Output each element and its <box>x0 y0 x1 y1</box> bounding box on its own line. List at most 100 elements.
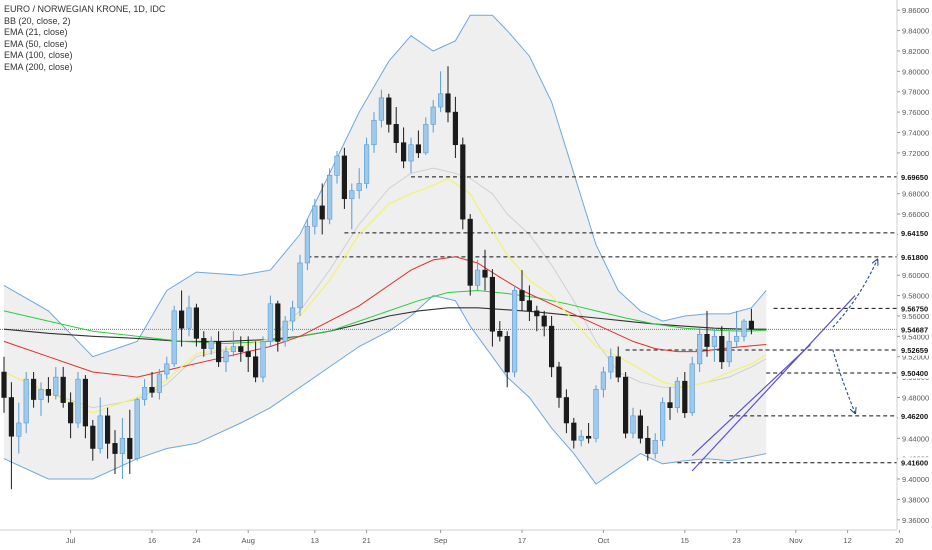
candle-body <box>541 315 547 327</box>
ytick-label: 9.36000 <box>902 516 929 525</box>
ytick-label: 9.74000 <box>902 129 929 138</box>
candle-body <box>504 336 510 373</box>
candle-body <box>615 356 621 378</box>
xtick-label: 21 <box>362 536 370 545</box>
candle-body <box>275 303 281 342</box>
candle-body <box>105 415 111 444</box>
candle-body <box>482 269 488 278</box>
level-label-5: 9.50400 <box>901 369 928 378</box>
time-axis-bg <box>0 530 897 550</box>
candle-body <box>408 144 414 162</box>
level-label-4-box <box>898 344 931 356</box>
candle-body <box>452 111 459 146</box>
candle-body <box>674 380 680 408</box>
candle-body <box>112 443 118 454</box>
candle-body <box>667 402 673 408</box>
level-label-5-box <box>898 367 931 379</box>
candle-body <box>334 155 340 176</box>
xtick-label: Nov <box>789 536 803 545</box>
ytick-label: 9.60000 <box>902 271 929 280</box>
candle-body <box>193 307 200 339</box>
candle-body <box>415 144 422 154</box>
chart-legend: EURO / NORWEGIAN KRONE, 1D, IDC BB (20, … <box>4 4 165 74</box>
ytick-label: 9.40000 <box>902 475 929 484</box>
bollinger-fill <box>4 15 767 485</box>
candle-body <box>548 325 555 368</box>
drawings <box>691 260 877 472</box>
candle-body <box>423 124 429 154</box>
candle-body <box>90 425 96 449</box>
candle-body <box>326 175 333 220</box>
candle-body <box>53 376 59 396</box>
ytick-label: 9.80000 <box>902 67 929 76</box>
level-label-2: 9.61800 <box>901 253 928 262</box>
ytick-label: 9.76000 <box>902 108 929 117</box>
time-axis: Jul1624Aug1321Sep17Oct1523Nov122028 <box>0 529 904 550</box>
candle-body <box>748 320 754 330</box>
candle-body <box>741 320 747 337</box>
ytick-label: 9.68000 <box>902 190 929 199</box>
legend-ema200: EMA (200, close) <box>4 61 73 72</box>
candle-body <box>593 389 599 439</box>
candle-body <box>216 341 222 363</box>
legend-title: EURO / NORWEGIAN KRONE, 1D, IDC <box>4 4 166 14</box>
candle-body <box>60 376 66 403</box>
level-label-0-box <box>898 171 931 183</box>
candle-body <box>585 435 592 439</box>
candle-body <box>622 376 629 434</box>
candle-body <box>378 97 385 121</box>
candle-body <box>682 380 688 414</box>
candle-body <box>82 378 88 427</box>
candle-body <box>659 402 666 441</box>
xtick-label: Aug <box>242 536 255 545</box>
candle-body <box>696 334 703 365</box>
candle-body <box>289 307 296 322</box>
xtick-label: 12 <box>843 536 851 545</box>
level-label-0: 9.69650 <box>901 173 928 182</box>
candle-body <box>75 378 81 424</box>
candle-body <box>497 330 503 337</box>
level-label-7-box <box>898 457 931 469</box>
candle-body <box>127 437 133 459</box>
candle-body <box>171 310 177 365</box>
candle-body <box>711 336 717 347</box>
candle-body <box>371 119 377 146</box>
xtick-label: 20 <box>895 536 903 545</box>
candle-body <box>201 338 207 349</box>
ytick-label: 9.44000 <box>902 434 929 443</box>
candle-body <box>142 387 148 400</box>
bollinger-band <box>3 14 767 485</box>
current-price-label-box <box>898 323 931 335</box>
candle-body <box>186 307 192 329</box>
candle-body <box>652 440 658 454</box>
ema50-line <box>3 256 767 378</box>
candle-body <box>208 341 214 349</box>
candle-body <box>38 389 44 400</box>
xtick-label: 16 <box>148 536 156 545</box>
ytick-label: 9.52000 <box>902 353 929 362</box>
level-label-4: 9.52659 <box>901 346 928 355</box>
trendline-0 <box>691 295 856 472</box>
legend-bb: BB (20, close, 2) <box>4 15 71 26</box>
candle-body <box>489 276 496 332</box>
candle-body <box>733 336 740 342</box>
candle-body <box>534 310 540 317</box>
projection-arrow-up <box>832 260 877 328</box>
candle-body <box>474 269 481 286</box>
candle-body <box>645 437 651 454</box>
ytick-label: 9.84000 <box>902 27 929 36</box>
candle-body <box>430 106 436 125</box>
xtick-label: 13 <box>311 536 319 545</box>
candle-body <box>267 303 274 342</box>
candle-body <box>312 205 318 227</box>
candle-body <box>608 356 614 373</box>
candle-body <box>349 190 355 200</box>
candle-body <box>511 290 518 373</box>
candle-body <box>164 363 170 375</box>
candle-body <box>68 402 74 424</box>
candle-body <box>526 300 532 312</box>
candle-body <box>23 378 29 424</box>
candle-body <box>45 389 51 396</box>
candle-body <box>460 144 466 220</box>
